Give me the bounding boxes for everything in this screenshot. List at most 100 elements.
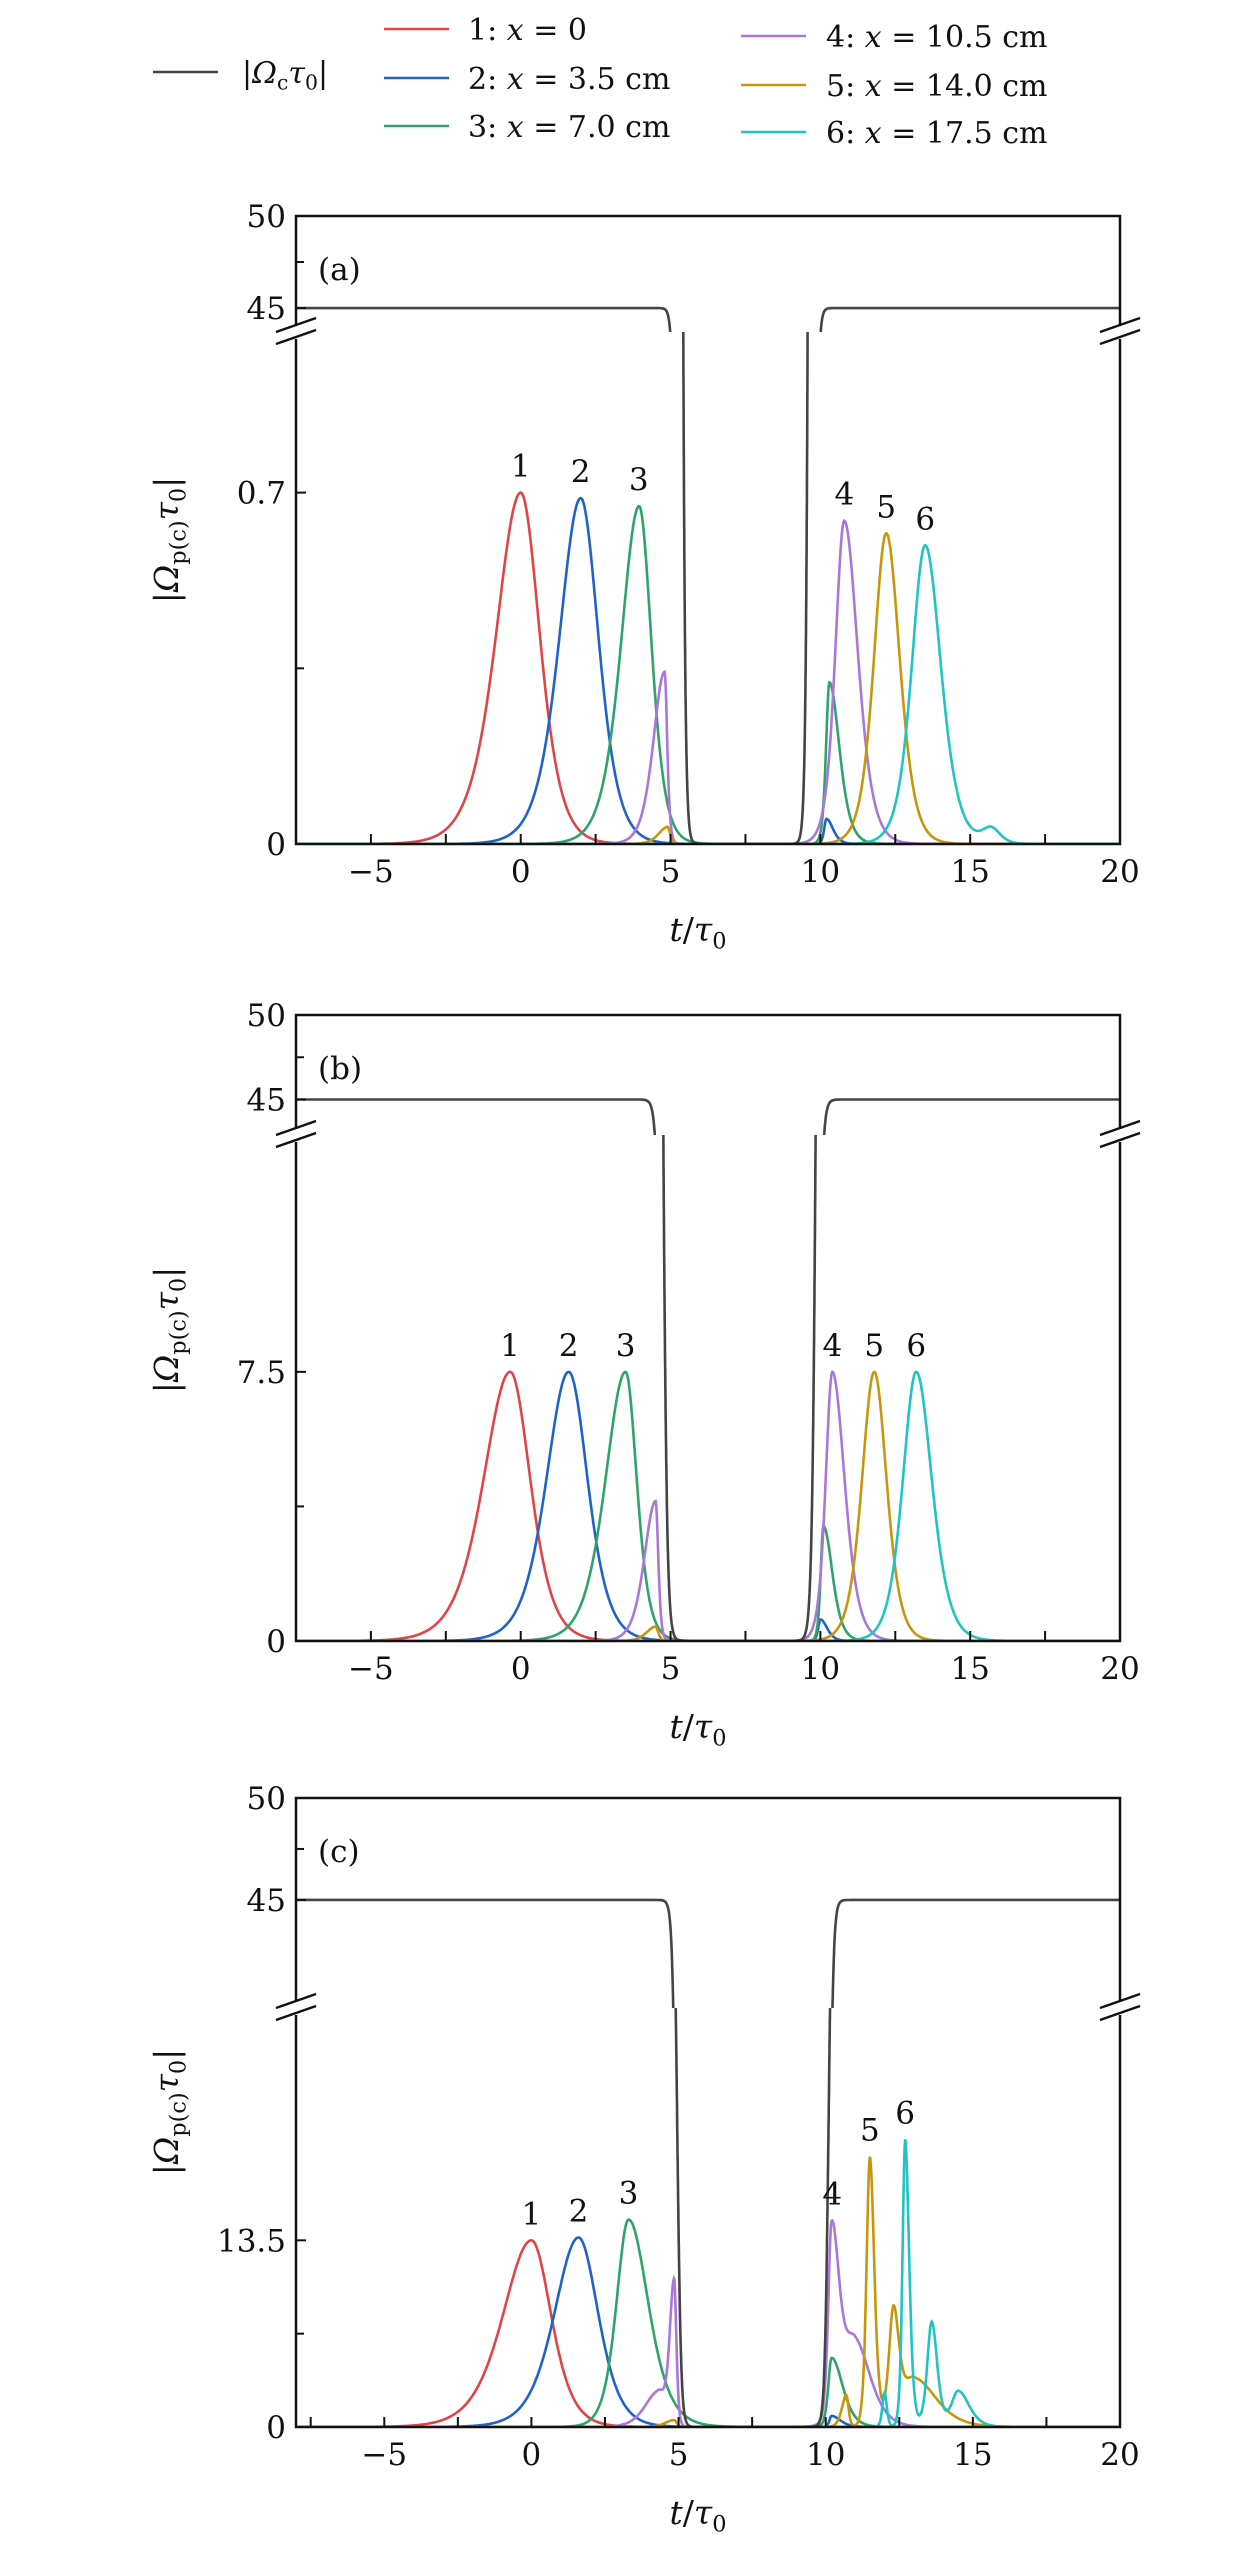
y-axis-label: |Ωp(c)τ0| [147,1267,191,1394]
y-axis-label: |Ωp(c)τ0| [147,477,191,604]
series-line-1 [296,1370,1120,1641]
x-tick-label: −5 [361,2437,407,2473]
control-field-line-lower [682,332,809,844]
y-tick-label-lower: 13.5 [217,2223,286,2259]
y-axis-label: |Ωp(c)τ0| [147,2049,191,2176]
x-tick-label: 20 [1100,1651,1139,1687]
plot-frame [294,1013,1122,1643]
x-tick-label: 10 [801,854,840,890]
panel-label: (a) [318,252,361,288]
series-line-4 [296,1370,1120,1641]
series-line-2 [296,1370,1120,1641]
x-tick-label: 5 [661,1651,681,1687]
legend-label-6: 6: x = 17.5 cm [826,116,1047,151]
panel-label: (b) [318,1051,362,1087]
break-gap [1116,2001,1124,2015]
y-tick-label-upper: 50 [247,998,286,1034]
x-tick-label: 15 [950,854,989,890]
axis-break-mark [1099,1992,1141,2010]
y-tick-label-upper: 45 [247,1083,286,1119]
peak-label-6: 6 [895,2095,915,2131]
control-field-line-upper [296,1898,1120,2008]
peak-label-5: 5 [864,1328,884,1364]
control-field-line-upper [296,306,1120,332]
plot-frame [294,1796,1122,2429]
peak-label-1: 1 [500,1328,520,1364]
peak-label-1: 1 [522,2196,542,2232]
peak-label-6: 6 [915,501,935,537]
break-gap [292,1128,300,1142]
break-gap [292,325,300,339]
x-tick-label: 20 [1100,2437,1139,2473]
series-line-2 [296,496,1120,844]
peak-label-3: 3 [629,462,649,498]
panel-label: (c) [318,1834,360,1870]
y-tick-label-upper: 45 [247,291,286,327]
y-tick-label-lower: 0 [266,827,286,863]
y-tick-label-upper: 45 [247,1883,286,1919]
peak-label-3: 3 [619,2176,639,2212]
y-tick-label-upper: 50 [247,199,286,235]
axis-break-mark [275,328,317,346]
axis-break-mark [275,1992,317,2010]
axis-break-mark [1099,316,1141,334]
x-tick-label: 10 [806,2437,845,2473]
series-line-4 [296,518,1120,844]
peak-label-6: 6 [906,1328,926,1364]
axis-break-mark [1099,1119,1141,1137]
series-line-3 [296,2218,1120,2427]
y-tick-label-lower: 0 [266,1624,286,1660]
x-tick-label: 5 [661,854,681,890]
axis-break-mark [275,2004,317,2022]
control-field-line-lower [674,2008,832,2427]
y-tick-label-upper: 50 [247,1781,286,1817]
peak-label-2: 2 [571,454,591,490]
peak-label-2: 2 [569,2194,589,2230]
x-tick-label: −5 [348,1651,394,1687]
series-line-1 [296,2238,1120,2427]
break-gap [1116,325,1124,339]
control-field-line-lower [662,1135,817,1641]
axis-break-mark [1099,328,1141,346]
x-tick-label: 20 [1100,854,1139,890]
y-tick-label-lower: 0.7 [237,476,286,512]
peak-label-4: 4 [834,477,854,513]
series-line-4 [296,2218,1120,2427]
legend: |Ωcτ0| 1: x = 0 2: x = 3.5 cm 3: x = 7.0 cm… [153,13,1047,151]
series-line-6 [296,1370,1120,1641]
series-line-1 [296,491,1120,844]
series-line-6 [296,543,1120,844]
y-tick-label-lower: 0 [266,2410,286,2446]
series-line-5 [296,2156,1120,2427]
x-tick-label: 5 [669,2437,689,2473]
series-line-2 [296,2236,1120,2427]
legend-label-control: |Ωcτ0| [242,56,328,95]
peak-label-5: 5 [860,2113,880,2149]
legend-label-1: 1: x = 0 [468,13,587,48]
legend-label-5: 5: x = 14.0 cm [826,69,1047,104]
x-tick-label: 0 [522,2437,542,2473]
legend-label-3: 3: x = 7.0 cm [468,110,670,145]
x-axis-label: t/τ0 [670,1707,727,1751]
legend-label-4: 4: x = 10.5 cm [826,20,1047,55]
x-axis-label: t/τ0 [670,2493,727,2537]
axis-break-mark [1099,2004,1141,2022]
peak-label-3: 3 [616,1328,636,1364]
axis-break-mark [1099,1131,1141,1149]
series-line-5 [296,531,1120,844]
break-gap [292,2001,300,2015]
peak-label-5: 5 [876,489,896,525]
series-line-6 [296,2139,1120,2427]
peak-label-4: 4 [822,2177,842,2213]
x-tick-label: 0 [511,1651,531,1687]
legend-label-2: 2: x = 3.5 cm [468,62,670,97]
series-line-3 [296,1370,1120,1641]
series-line-3 [296,504,1120,844]
axis-break-mark [275,1119,317,1137]
peak-label-4: 4 [822,1328,842,1364]
peak-label-2: 2 [559,1328,579,1364]
peak-label-1: 1 [511,449,531,485]
